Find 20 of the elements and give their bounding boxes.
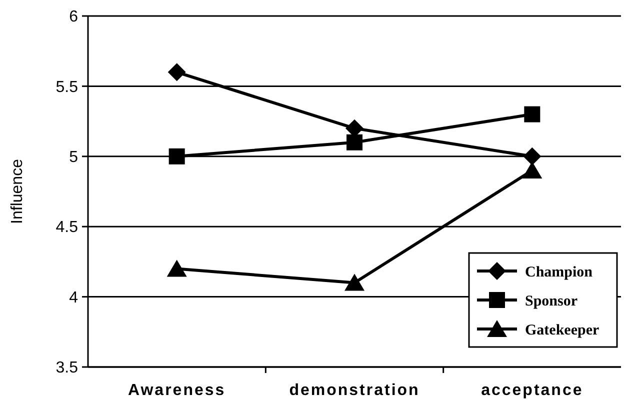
y-tick-label: 5 — [69, 149, 78, 166]
point — [168, 63, 186, 82]
y-tick-label: 5.5 — [56, 78, 78, 96]
point — [166, 260, 187, 277]
x-tick-label: Awareness — [128, 382, 226, 399]
y-tick-label: 3.5 — [56, 360, 78, 377]
point — [168, 148, 185, 164]
point — [523, 147, 542, 166]
y-axis-title: Influence — [9, 158, 26, 224]
point — [346, 134, 362, 150]
legend-label: Champion — [525, 264, 594, 280]
legend-label: Sponsor — [525, 293, 578, 310]
y-tick-label: 4.5 — [56, 219, 78, 236]
x-tick-label: acceptance — [481, 382, 584, 399]
y-tick-label: 6 — [69, 8, 78, 26]
x-tick-label: demonstration — [289, 382, 420, 399]
point — [344, 274, 364, 291]
y-tick-label: 4 — [69, 289, 78, 306]
legend-label: Gatekeeper — [525, 322, 600, 338]
point — [524, 106, 540, 122]
